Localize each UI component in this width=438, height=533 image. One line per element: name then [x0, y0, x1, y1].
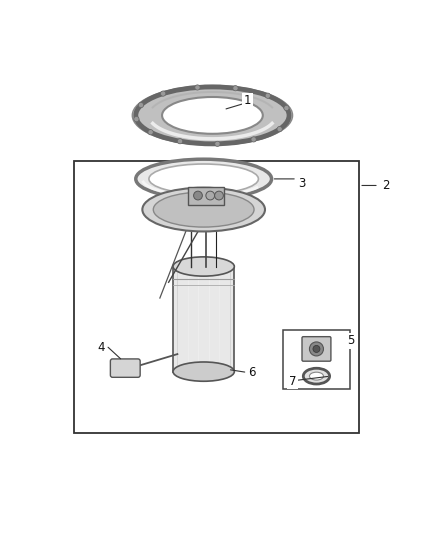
Bar — [283, 330, 350, 389]
Circle shape — [195, 85, 200, 90]
Bar — [173, 266, 234, 372]
Circle shape — [138, 102, 144, 108]
FancyBboxPatch shape — [302, 337, 331, 361]
FancyBboxPatch shape — [188, 187, 224, 205]
Circle shape — [206, 191, 215, 200]
Text: 1: 1 — [244, 94, 251, 108]
Circle shape — [177, 139, 183, 144]
Bar — [74, 161, 359, 433]
Ellipse shape — [136, 159, 272, 199]
Ellipse shape — [304, 368, 330, 384]
Circle shape — [277, 126, 282, 132]
Circle shape — [284, 106, 289, 111]
Text: 3: 3 — [299, 177, 306, 190]
Ellipse shape — [173, 362, 234, 381]
Ellipse shape — [153, 192, 254, 227]
Text: 6: 6 — [248, 366, 256, 379]
Circle shape — [233, 86, 238, 91]
Text: 2: 2 — [381, 179, 389, 192]
Circle shape — [313, 345, 320, 352]
Circle shape — [215, 141, 220, 147]
Circle shape — [161, 91, 166, 96]
Circle shape — [251, 137, 256, 142]
Ellipse shape — [162, 97, 263, 134]
Ellipse shape — [142, 188, 265, 231]
Circle shape — [265, 93, 270, 98]
Circle shape — [194, 191, 202, 200]
Text: 5: 5 — [347, 335, 354, 348]
Circle shape — [215, 191, 223, 200]
Circle shape — [148, 130, 153, 135]
Ellipse shape — [132, 85, 293, 146]
Circle shape — [310, 342, 323, 356]
Text: 4: 4 — [97, 341, 105, 354]
Ellipse shape — [173, 257, 234, 276]
FancyBboxPatch shape — [110, 359, 140, 377]
Circle shape — [134, 117, 139, 122]
Ellipse shape — [113, 361, 138, 375]
Text: 7: 7 — [289, 375, 297, 387]
Ellipse shape — [310, 372, 323, 380]
Ellipse shape — [149, 164, 258, 194]
